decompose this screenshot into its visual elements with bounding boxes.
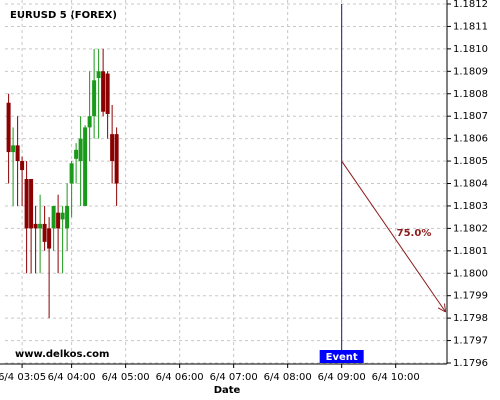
candle-body (33, 223, 38, 229)
candle-body (110, 134, 115, 162)
chart-title: EURUSD 5 (FOREX) (10, 10, 117, 21)
candle-body (65, 205, 70, 229)
candle-body (78, 138, 83, 162)
candle-body (87, 116, 92, 128)
y-tick-label: 1.1797 (453, 336, 488, 347)
y-tick-label: 1.1801 (453, 246, 488, 257)
candle-body (6, 102, 11, 153)
y-tick-label: 1.1807 (453, 111, 488, 122)
candle-body (96, 71, 101, 79)
candle-body (69, 163, 74, 184)
projection-label: 75.0% (397, 228, 432, 239)
y-tick-label: 1.1804 (453, 179, 488, 190)
y-tick-label: 1.1796 (453, 358, 488, 369)
candle-body (24, 179, 29, 229)
event-box (319, 350, 364, 363)
candle-body (83, 127, 88, 206)
x-tick-label: 6/4 08:00 (264, 372, 312, 383)
candle-body (51, 205, 56, 229)
candle-body (15, 145, 20, 162)
candle-body (92, 80, 97, 117)
candle-body (60, 212, 65, 220)
candle-body (114, 134, 119, 184)
y-tick-label: 1.1809 (453, 66, 488, 77)
candle-body (74, 149, 79, 159)
x-tick-label: 6/4 05:00 (102, 372, 150, 383)
y-tick-label: 1.1811 (453, 21, 488, 32)
y-tick-label: 1.1798 (453, 313, 488, 324)
x-tick-label: 6/4 07:00 (210, 372, 258, 383)
x-tick-label: 6/4 06:00 (156, 372, 204, 383)
watermark: www.delkos.com (15, 349, 109, 360)
y-tick-label: 1.1806 (453, 134, 488, 145)
candle-body (20, 161, 25, 171)
y-tick-label: 1.1799 (453, 291, 488, 302)
y-tick-label: 1.1802 (453, 223, 488, 234)
y-tick-label: 1.1812 (453, 0, 488, 10)
candle-body (38, 223, 43, 229)
x-tick-label: 6/4 04:00 (48, 372, 96, 383)
x-tick-label: 6/4 09:00 (318, 372, 366, 383)
x-axis-title: Date (214, 385, 241, 396)
y-tick-label: 1.1805 (453, 156, 488, 167)
y-tick-label: 1.1800 (453, 268, 488, 279)
candle-body (29, 179, 34, 229)
candle-body (42, 223, 47, 242)
candle-body (47, 228, 52, 249)
candle-body (105, 73, 110, 114)
x-tick-label: 6/4 03:05 (0, 372, 46, 383)
x-tick-label: 6/4 10:00 (372, 372, 420, 383)
candle-body (101, 71, 106, 112)
y-tick-label: 1.1808 (453, 89, 488, 100)
candle-body (11, 145, 16, 153)
projection-arrow (341, 160, 446, 311)
candle-body (56, 212, 61, 229)
event-label: Event (326, 352, 358, 363)
y-tick-label: 1.1810 (453, 44, 488, 55)
y-tick-label: 1.1803 (453, 201, 488, 212)
